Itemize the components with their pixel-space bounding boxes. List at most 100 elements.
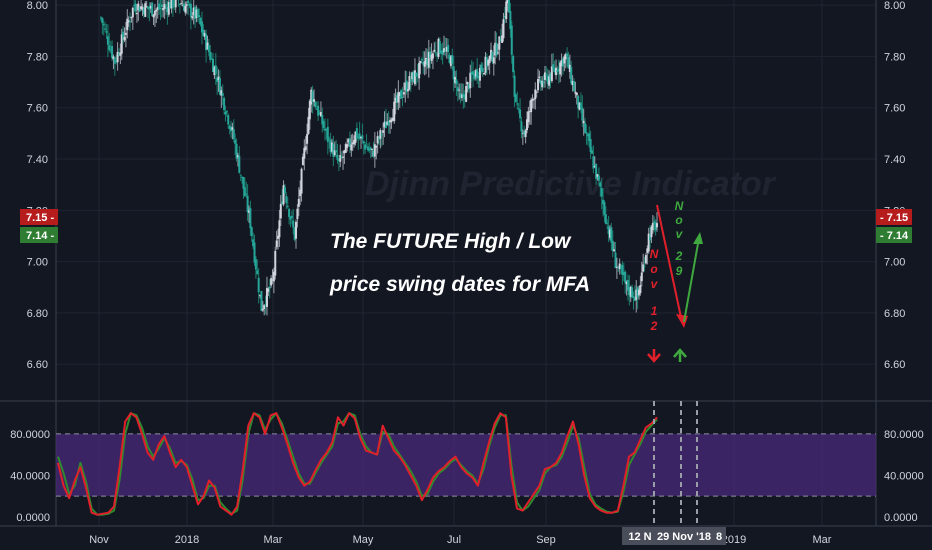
candle-body [260, 290, 263, 311]
candle-body [225, 111, 228, 113]
candle-body [643, 265, 646, 267]
candle-body [267, 288, 270, 292]
candle-body [506, 0, 509, 4]
candle-body [422, 62, 425, 65]
candle-body [319, 111, 322, 117]
candle-body [454, 76, 457, 84]
candle-body [123, 36, 126, 41]
candle-body [170, 0, 173, 9]
candle-body [337, 159, 340, 162]
candle-body [292, 220, 295, 228]
candle-body [200, 21, 203, 33]
candle-body [512, 55, 515, 73]
candle-body [452, 66, 455, 80]
candle-body [429, 51, 432, 58]
candle-body [100, 17, 102, 19]
candle-body [330, 142, 333, 152]
candle-body [358, 133, 361, 139]
candle-body [552, 64, 555, 69]
candle-body [456, 87, 459, 92]
candle-body [531, 98, 534, 101]
candle-body [235, 143, 238, 159]
candle-body [639, 284, 642, 294]
candle-body [570, 67, 573, 84]
candle-body [189, 3, 192, 18]
candle-body [408, 76, 411, 90]
candle-body [155, 9, 158, 12]
candle-body [393, 101, 396, 122]
candle-body [119, 52, 122, 56]
candle-body [346, 144, 349, 148]
candle-body [160, 4, 163, 8]
candle-body [640, 272, 643, 282]
price-tick-label: 7.00 [884, 257, 905, 269]
candle-body [290, 215, 293, 218]
candle-body [654, 222, 657, 231]
candle-body [548, 76, 551, 86]
candle-body [372, 150, 375, 157]
candle-body [109, 49, 112, 51]
candle-body [595, 163, 598, 179]
candle-body [622, 271, 625, 276]
candle-body [257, 277, 260, 293]
candle-body [632, 296, 635, 298]
candle-body [542, 81, 545, 84]
candle-body [631, 287, 634, 298]
candle-body [537, 78, 540, 91]
candle-body [499, 38, 502, 41]
candle-body [126, 18, 129, 31]
candle-body [243, 187, 246, 197]
candle-body [505, 1, 508, 20]
candle-body [566, 53, 569, 57]
price-tick-label: 7.60 [884, 103, 905, 115]
indicator-tick-label: 80.0000 [10, 429, 50, 441]
candle-body [379, 130, 382, 139]
candle-body [259, 294, 262, 297]
candle-body [582, 120, 585, 124]
candle-body [480, 64, 483, 71]
candle-body [441, 50, 444, 55]
price-badge-left-label: 7.14 - [26, 230, 54, 242]
date-badge-label: 8 [716, 531, 722, 543]
candle-body [534, 89, 537, 100]
candle-body [521, 132, 524, 134]
candle-body [196, 9, 199, 18]
swing-label-char: o [650, 262, 657, 276]
candle-body [492, 57, 495, 64]
candle-body [389, 120, 392, 123]
candle-body [129, 21, 132, 23]
candle-body [242, 176, 245, 189]
candle-body [224, 111, 227, 115]
high-swing-arrowhead [693, 232, 703, 244]
candle-body [263, 305, 266, 309]
candle-body [354, 131, 357, 143]
candle-body [369, 147, 372, 150]
candle-body [502, 19, 505, 39]
candle-body [321, 114, 324, 125]
candle-body [165, 4, 168, 6]
candle-body [380, 133, 383, 136]
high-swing-arrow [683, 237, 700, 323]
candle-body [431, 53, 434, 59]
date-badge [656, 527, 712, 545]
candle-body [596, 174, 599, 177]
candle-body [586, 134, 589, 137]
candle-body [387, 121, 390, 126]
candle-body [152, 14, 155, 18]
candle-body [156, 7, 159, 10]
candle-body [351, 142, 354, 145]
candle-body [466, 82, 469, 85]
candle-body [158, 3, 161, 10]
candle-body [541, 80, 544, 88]
candle-body [481, 67, 484, 73]
candle-body [303, 147, 306, 159]
candle-body [277, 235, 280, 239]
price-tick-label: 6.80 [884, 308, 905, 320]
candle-body [449, 56, 452, 66]
indicator-tick-label: 80.0000 [884, 429, 924, 441]
candle-body [625, 281, 628, 285]
candle-body [574, 91, 577, 94]
candle-body [459, 93, 462, 99]
candle-body [142, 8, 145, 15]
